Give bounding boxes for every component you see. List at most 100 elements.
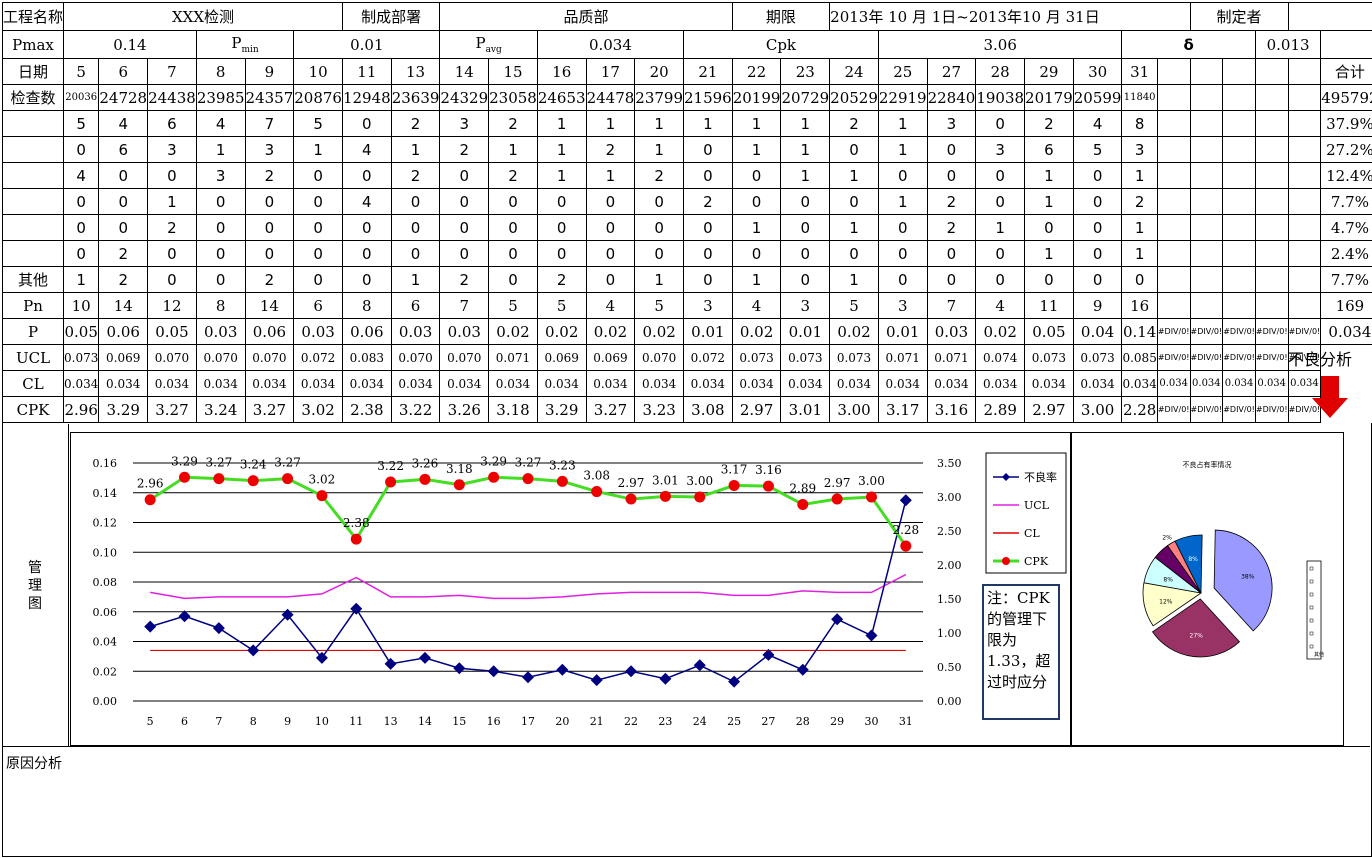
pavg-label: Pavg [439,30,538,59]
defect-2-label [1,162,65,189]
cl-label: CL [1,370,65,397]
legend-label: CPK [1024,555,1049,568]
pie-chart: 不良占有率情况 38% 27% 12% 8% 5% 2% 8% 其他 [1070,432,1344,746]
cpk-cell: 2.96 [63,396,100,423]
control-table: 工程名称 XXX检测 制成部署 品质部 期限 2013年 10 月 1日~201… [1,2,1372,423]
defect-4-cell: 0 [1072,214,1123,241]
down-arrow-icon [1312,376,1348,418]
p-cell: 0.05 [1024,318,1074,345]
defect-0-cell: 2 [1024,110,1074,137]
pie-legend-swatch [1309,631,1314,636]
cl-blank-cell: 0.034 [1222,370,1256,397]
x-tick-label: 10 [315,715,329,728]
ucl-cell: 0.073 [63,344,100,371]
date-cell: 6 [98,58,149,85]
control-chart-label: 管理图 [28,560,42,612]
pn-blank-cell [1254,292,1289,319]
defect-6-cell: 0 [585,266,636,293]
defect-0-cell: 5 [63,110,100,137]
defect-6-cell: 1 [63,266,100,293]
defect-0-cell: 2 [829,110,879,137]
inspect-cell: 20179 [1024,84,1074,111]
date-row: 日期 5 6 7 8 9 10 11 13 14 15 16 17 20 21 22 23 24 25 27 28 29 3… [1,58,1372,85]
pn-cell: 3 [683,292,733,319]
cpk-data-label: 3.16 [755,463,782,477]
cpk-data-label: 3.00 [686,474,713,488]
defect-rate-point [625,665,638,678]
cl-cell: 0.034 [731,370,782,397]
p-cell: 0.01 [683,318,733,345]
defect-3-cell: 1 [877,188,928,215]
cpk-cell: 3.27 [147,396,197,423]
cpk-point [831,493,843,505]
defect-rate-point [384,657,397,670]
defect-5-cell: 0 [147,240,197,267]
defect-4-cell: 0 [1024,214,1074,241]
defect-rate-point [899,494,912,507]
pie-slice-label: 5% [1151,543,1161,550]
defect-1-cell: 1 [293,136,343,163]
inspect-cell: 24357 [244,84,295,111]
pn-cell: 7 [926,292,977,319]
defect-2-cell: 1 [829,162,879,189]
defect-2-cell: 0 [293,162,343,189]
pn-cell: 3 [780,292,831,319]
pie-legend-swatch [1309,644,1314,649]
cl-cell: 0.034 [683,370,733,397]
defect-rate-point [659,672,672,685]
defect-2-cell: 0 [683,162,733,189]
cpk-data-label: 3.00 [858,474,885,488]
cpk-param-label: Cpk [683,30,879,59]
defect-5-cell: 0 [439,240,490,267]
pie-legend-swatch [1309,566,1314,571]
defect-5-cell: 0 [731,240,782,267]
defect-0-cell: 7 [244,110,295,137]
date-cell: 31 [1121,58,1158,85]
defect-3-cell: 1 [1024,188,1074,215]
date-blank-cell [1254,58,1289,85]
cpk-label: CPK [1,396,65,423]
defect-1-cell: 3 [147,136,197,163]
defect-4-cell: 0 [195,214,246,241]
p-cell: 0.01 [780,318,831,345]
defect-3-cell: 0 [1072,188,1123,215]
x-tick-label: 30 [864,715,878,728]
cpk-cell: 3.24 [195,396,246,423]
defect-3-cell: 0 [63,188,100,215]
inspect-total: 495792 [1320,84,1372,111]
defect-2-cell: 2 [244,162,295,189]
defect-rate-point [212,622,225,635]
p-cell: 0.02 [975,318,1026,345]
p-cell: 0.02 [488,318,538,345]
inspect-cell: 24478 [585,84,636,111]
p-total: 0.034 [1320,318,1372,345]
cpk-data-label: 2.89 [789,481,816,495]
defect-4-cell: 0 [536,214,587,241]
defect-3-cell: 2 [683,188,733,215]
p-cell: 0.03 [390,318,441,345]
pn-cell: 4 [975,292,1026,319]
defect-5-cell: 0 [293,240,343,267]
defect-1-row: 0 6 3 1 3 1 4 1 2 1 1 2 1 0 1 1 0 1 0 3 6 5 3 27.2% [1,136,1372,163]
defect-3-cell: 0 [488,188,538,215]
defect-rate-point [144,620,157,633]
date-cell: 10 [293,58,343,85]
defect-6-cell: 2 [98,266,149,293]
defect-0-row: 5 4 6 4 7 5 0 2 3 2 1 1 1 1 1 1 2 1 3 0 2 4 8 37.9% [1,110,1372,137]
inspect-cell: 23058 [488,84,538,111]
x-tick-label: 17 [521,715,535,728]
date-cell: 7 [147,58,197,85]
cpk-point [453,479,465,491]
defect-1-blank-cell [1287,136,1322,163]
ucl-blank-cell: #DIV/0! [1189,344,1224,371]
date-cell: 9 [244,58,295,85]
pn-cell: 5 [536,292,587,319]
pn-cell: 8 [195,292,246,319]
defect-1-cell: 1 [780,136,831,163]
defect-2-cell: 0 [147,162,197,189]
defect-0-cell: 1 [585,110,636,137]
ucl-cell: 0.073 [1072,344,1123,371]
ucl-cell: 0.072 [293,344,343,371]
defect-4-cell: 0 [780,214,831,241]
defect-1-cell: 1 [195,136,246,163]
